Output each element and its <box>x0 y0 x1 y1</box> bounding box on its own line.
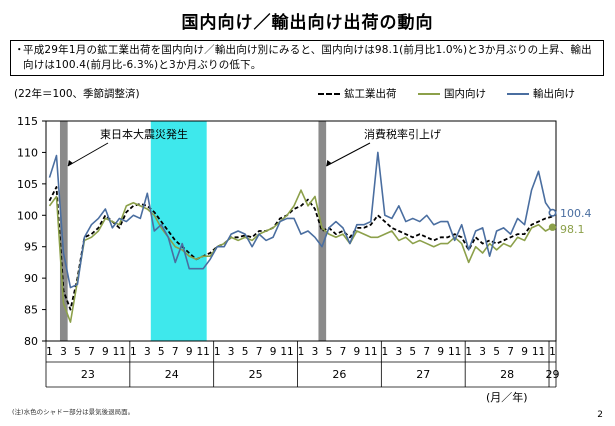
x-tick-label: 5 <box>326 346 333 358</box>
y-tick-label: 85 <box>24 304 38 317</box>
domestic-end-label: 98.1 <box>560 223 585 236</box>
x-tick-label: 11 <box>532 346 545 358</box>
plot-frame <box>45 120 557 342</box>
x-tick-label: 11 <box>197 346 210 358</box>
legend-label-total: 鉱工業出荷 <box>344 88 397 100</box>
tax-annotation: 消費税率引上げ <box>364 127 441 141</box>
x-tick-label: 3 <box>395 346 402 358</box>
x-tick-label: 7 <box>256 346 263 358</box>
x-year-label: 27 <box>416 368 430 381</box>
x-tick-label: 7 <box>423 346 430 358</box>
x-year-label: 23 <box>81 368 95 381</box>
x-year-label: 24 <box>165 368 179 381</box>
x-year-label: 25 <box>249 368 263 381</box>
x-tick-label: 3 <box>144 346 151 358</box>
series-domestic-line <box>48 189 553 323</box>
export-end-marker <box>548 208 557 217</box>
y-tick-label: 105 <box>17 178 38 191</box>
x-tick-label: 1 <box>298 346 305 358</box>
x-tick-label: 1 <box>46 346 53 358</box>
x-tick-label: 11 <box>448 346 461 358</box>
y-tick-label: 100 <box>17 209 38 222</box>
x-year-label: 26 <box>332 368 346 381</box>
x-tick-label: 9 <box>521 346 528 358</box>
x-tick-label: 11 <box>280 346 293 358</box>
x-tick-label: 9 <box>186 346 193 358</box>
export-end-label: 100.4 <box>560 207 592 220</box>
x-tick-label: 7 <box>340 346 347 358</box>
x-tick-label: 3 <box>312 346 319 358</box>
event-bar-1 <box>318 121 327 341</box>
x-tick-label: 3 <box>60 346 67 358</box>
page-number: 2 <box>597 410 603 420</box>
x-tick-label: 1 <box>130 346 137 358</box>
summary-text: 平成29年1月の鉱工業出荷を国内向け／輸出向け別にみると、国内向けは98.1(前… <box>23 44 592 71</box>
earthquake-annotation: 東日本大震災発生 <box>100 127 188 141</box>
footnote: (注)水色のシャドー部分は景気後退局面。 <box>12 408 135 416</box>
x-tick-label: 1 <box>549 346 556 358</box>
event-bar-0 <box>59 121 68 341</box>
unit-note: (22年＝100、季節調整済) <box>14 88 140 100</box>
x-tick-label: 1 <box>465 346 472 358</box>
y-tick-label: 90 <box>24 272 38 285</box>
x-tick-label: 1 <box>381 346 388 358</box>
domestic-end-marker <box>548 223 557 231</box>
legend-swatch-export <box>507 93 529 95</box>
x-tick-label: 5 <box>409 346 416 358</box>
legend-swatch-domestic <box>418 93 440 95</box>
earthquake-arrow <box>67 142 109 167</box>
series-total-line <box>48 186 553 311</box>
series-export-line <box>48 151 554 289</box>
tax-arrowhead <box>326 160 332 166</box>
legend-label-domestic: 国内向け <box>444 88 486 100</box>
x-tick-label: 9 <box>437 346 444 358</box>
x-tick-label: 3 <box>228 346 235 358</box>
x-tick-label: 1 <box>214 346 221 358</box>
x-tick-label: 5 <box>242 346 249 358</box>
x-tick-label: 3 <box>479 346 486 358</box>
x-tick-label: 7 <box>172 346 179 358</box>
tax-arrow <box>326 142 371 167</box>
page-title: 国内向け／輸出向け出荷の動向 <box>181 13 434 33</box>
x-tick-label: 11 <box>364 346 377 358</box>
earthquake-arrowhead <box>67 160 73 166</box>
x-tick-label: 7 <box>507 346 514 358</box>
y-tick-label: 95 <box>24 241 38 254</box>
y-tick-label: 115 <box>17 115 38 128</box>
x-year-label: 29 <box>546 368 560 381</box>
x-tick-label: 9 <box>102 346 109 358</box>
x-tick-label: 7 <box>88 346 95 358</box>
legend-swatch-total <box>318 93 340 95</box>
summary-bullet: ・ <box>14 44 25 56</box>
y-tick-label: 110 <box>17 146 38 159</box>
x-tick-label: 9 <box>354 346 361 358</box>
summary-box: ・ 平成29年1月の鉱工業出荷を国内向け／輸出向け別にみると、国内向けは98.1… <box>10 40 604 76</box>
recession-shade <box>150 121 207 341</box>
legend-label-export: 輸出向け <box>533 88 575 100</box>
x-tick-label: 5 <box>74 346 81 358</box>
x-tick-label: 5 <box>493 346 500 358</box>
x-axis-unit: (月／年) <box>486 391 528 404</box>
x-tick-label: 5 <box>158 346 165 358</box>
x-tick-label: 11 <box>113 346 126 358</box>
y-tick-label: 80 <box>24 335 38 348</box>
x-tick-label: 9 <box>270 346 277 358</box>
x-year-label: 28 <box>500 368 514 381</box>
